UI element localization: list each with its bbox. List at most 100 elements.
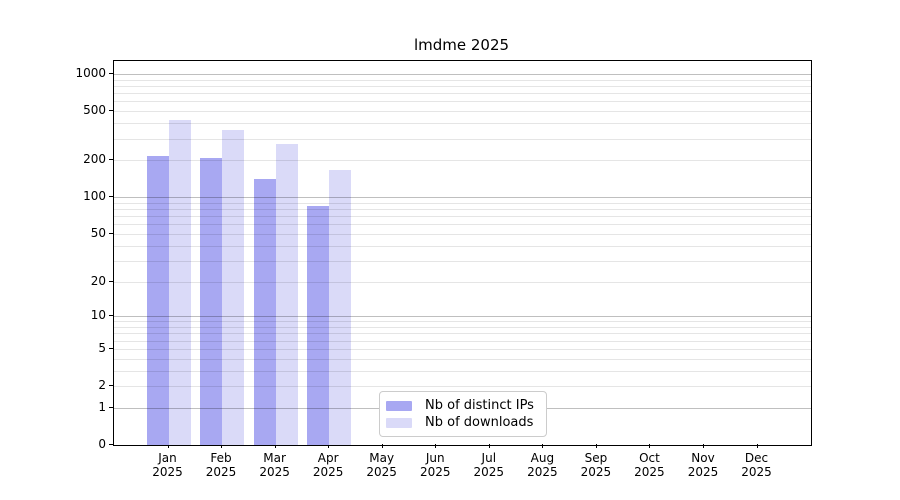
x-tick-label-year: 2025 [152, 465, 183, 479]
x-tick-label-jan: Jan 2025 [140, 451, 196, 479]
x-tick [703, 444, 704, 448]
gridline-major [114, 74, 811, 75]
y-tick [109, 385, 113, 386]
y-tick-label: 10 [90, 308, 106, 323]
x-tick-label-feb: Feb 2025 [193, 451, 249, 479]
y-tick [109, 73, 113, 74]
x-tick-label-month: Mar [263, 451, 286, 465]
y-tick-label: 1000 [75, 66, 106, 80]
plot-area [113, 60, 812, 446]
x-tick-label-year: 2025 [741, 465, 772, 479]
x-tick-label-year: 2025 [312, 465, 344, 479]
x-tick [435, 444, 437, 448]
gridline-minor [114, 348, 811, 350]
x-tick-label-month: Oct [639, 451, 660, 465]
x-tick [167, 444, 169, 448]
x-tick-label-month: Sep [584, 451, 608, 465]
x-tick-label-mar: Mar 2025 [247, 451, 303, 479]
x-tick-label-sep: Sep 2025 [568, 451, 624, 479]
gridline-minor [114, 260, 811, 262]
gridline-minor [114, 358, 811, 360]
y-tick [109, 347, 113, 349]
y-tick-label: 5 [98, 340, 106, 355]
bar-downloads-jan [168, 119, 191, 445]
gridline-minor [114, 370, 811, 372]
x-tick-label-year: 2025 [473, 465, 505, 479]
y-tick [109, 110, 113, 112]
gridline-minor [114, 340, 811, 342]
x-tick-label-month: Dec [744, 451, 769, 465]
y-tick-label: 0 [98, 437, 106, 451]
x-tick-label-month: May [369, 451, 395, 465]
gridline-minor [114, 138, 811, 140]
bar-distinct-ips-apr [307, 205, 330, 445]
bar-distinct-ips-mar [253, 179, 276, 445]
gridline-minor [114, 160, 811, 162]
x-tick-label-nov: Nov 2025 [675, 451, 731, 479]
legend-item-downloads: Nb of downloads [386, 414, 538, 431]
legend-item-distinct-ips: Nb of distinct IPs [386, 397, 538, 414]
gridline-minor [114, 209, 811, 211]
bars-layer [114, 61, 811, 445]
x-tick-label-year: 2025 [419, 465, 451, 479]
x-tick-label-jul: Jul 2025 [461, 451, 517, 479]
x-tick-label-year: 2025 [366, 465, 397, 479]
gridline-minor [114, 327, 811, 328]
x-tick-label-month: Jan [158, 451, 177, 465]
bar-distinct-ips-jan [146, 156, 169, 445]
x-tick [274, 444, 276, 448]
x-tick-label-oct: Oct 2025 [621, 451, 677, 479]
y-tick-label: 500 [83, 103, 106, 118]
gridline-major [114, 197, 811, 199]
x-tick-label-year: 2025 [687, 465, 719, 479]
gridline-minor [114, 321, 811, 323]
y-tick [109, 159, 113, 161]
gridline-minor [114, 233, 811, 235]
bar-downloads-apr [329, 170, 352, 445]
legend-label-distinct-ips: Nb of distinct IPs [425, 398, 534, 413]
x-tick-label-year: 2025 [634, 465, 665, 479]
y-tick-label: 1 [98, 399, 106, 414]
y-tick-label: 100 [83, 189, 106, 204]
legend-swatch-distinct-ips-icon [386, 400, 412, 411]
x-tick-label-month: Feb [210, 451, 232, 465]
y-tick-label: 2 [98, 378, 106, 392]
x-tick-label-month: Nov [691, 451, 715, 465]
legend-label-downloads: Nb of downloads [425, 415, 534, 430]
x-tick-label-year: 2025 [580, 465, 612, 479]
gridline-minor [114, 224, 811, 226]
legend-swatch-downloads-icon [386, 417, 412, 428]
x-tick-label-year: 2025 [205, 465, 237, 479]
x-tick-label-month: Apr [317, 451, 339, 465]
x-tick [381, 444, 383, 448]
gridline-minor [114, 216, 811, 218]
x-tick-label-month: Jul [481, 451, 497, 465]
x-tick-label-jun: Jun 2025 [407, 451, 463, 479]
y-tick [109, 315, 113, 317]
gridline-minor [114, 111, 811, 113]
chart-title: lmdme 2025 [413, 36, 510, 54]
legend: Nb of distinct IPs Nb of downloads [379, 391, 547, 437]
y-tick-label: 200 [83, 152, 106, 167]
x-tick-label-dec: Dec 2025 [729, 451, 785, 479]
x-tick-label-may: May 2025 [354, 451, 410, 479]
bar-distinct-ips-feb [200, 157, 223, 445]
y-tick [109, 232, 113, 234]
gridline-major [114, 316, 811, 318]
x-tick [595, 444, 597, 448]
bar-downloads-feb [222, 130, 245, 445]
gridline-minor [114, 202, 811, 204]
y-tick-label: 20 [90, 273, 106, 288]
y-tick [109, 406, 113, 408]
x-tick-label-month: Jun [425, 451, 445, 465]
gridlines-layer [114, 61, 811, 445]
gridline-minor [114, 245, 811, 247]
x-tick [756, 444, 758, 448]
x-tick [328, 444, 330, 448]
gridline-minor [114, 386, 811, 387]
x-tick-label-month: Aug [530, 451, 555, 465]
x-tick-label-year: 2025 [259, 465, 290, 479]
gridline-minor [114, 101, 811, 103]
x-tick [221, 444, 223, 448]
gridline-minor [114, 333, 811, 335]
